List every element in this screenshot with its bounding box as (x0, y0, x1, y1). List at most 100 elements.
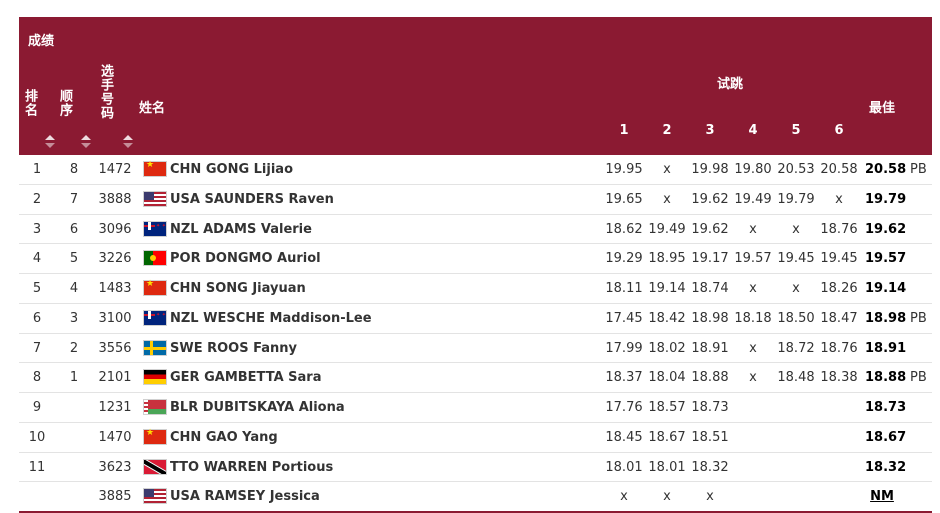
trial-5-cell: 18.50 (777, 310, 815, 326)
bib-column-header[interactable]: 选手号码 (98, 64, 113, 120)
trial-3-cell: 18.74 (691, 281, 729, 296)
pb-badge: PB (910, 310, 927, 326)
trial-6-cell: 18.76 (820, 340, 858, 356)
country-code: GER (170, 370, 200, 386)
table-row: 9 1231 BLR DUBITSKAYA Aliona 17.76 18.57 18.7… (19, 393, 932, 423)
athlete-cell[interactable]: NZL ADAMS Valerie (170, 222, 312, 237)
trial-2-cell: 18.57 (648, 400, 686, 415)
pb-badge: PB (910, 370, 927, 386)
athlete-cell[interactable]: CHN GAO Yang (170, 430, 278, 445)
results-panel: 成绩 排名 顺序 选手号码 姓名 试跳 1 2 3 4 5 6 最佳 1 8 147… (19, 17, 932, 513)
trial-4-header: 4 (748, 123, 758, 138)
order-cell: 8 (69, 162, 79, 177)
trial-1-cell: 19.65 (605, 191, 643, 207)
trial-3-cell: 18.32 (691, 459, 729, 475)
trial-2-cell: x (663, 162, 671, 177)
country-code: POR (170, 251, 201, 267)
china-flag-icon (143, 428, 167, 445)
best-cell: 18.73 (865, 400, 907, 415)
athlete-name: ROOS Fanny (207, 340, 298, 356)
bib-cell: 3096 (98, 221, 132, 237)
athlete-name: GONG Lijiao (205, 162, 293, 177)
country-code: SWE (170, 340, 203, 356)
bib-cell: 3226 (98, 251, 132, 267)
bib-sort-icon[interactable] (123, 135, 133, 149)
country-code: BLR (170, 400, 199, 415)
trial-4-cell: x (749, 370, 757, 386)
athlete-cell[interactable]: USA SAUNDERS Raven (170, 192, 334, 207)
trial-6-cell: 20.58 (820, 162, 858, 177)
athlete-cell[interactable]: BLR DUBITSKAYA Aliona (170, 400, 345, 415)
table-row: 8 1 2101 GER GAMBETTA Sara 18.37 18.04 18.88 x 1… (19, 363, 932, 393)
trials-column-header: 试跳 (717, 77, 744, 92)
bib-cell: 3888 (98, 191, 132, 207)
trial-1-cell: 18.62 (605, 221, 643, 237)
rank-cell: 7 (32, 340, 42, 356)
results-table-body: 181472CHN GONG Lijiao19.95x19.9819.8020.… (19, 155, 932, 513)
athlete-name: DUBITSKAYA Aliona (202, 400, 345, 415)
athlete-cell[interactable]: POR DONGMO Auriol (170, 251, 321, 266)
belarus-flag-icon (143, 399, 167, 415)
trial-2-cell: 18.67 (648, 429, 686, 445)
athlete-cell[interactable]: GER GAMBETTA Sara (170, 370, 321, 385)
athlete-cell[interactable]: TTO WARREN Portious (170, 460, 333, 475)
trial-5-cell: 18.72 (777, 340, 815, 356)
trial-4-cell: 19.80 (734, 162, 772, 177)
order-column-header[interactable]: 顺序 (57, 89, 72, 117)
trial-3-header: 3 (705, 123, 715, 138)
table-row: 11 3623 TTO WARREN Portious 18.01 18.01 18.32… (19, 453, 932, 483)
athlete-name: RAMSEY Jessica (204, 489, 320, 505)
order-cell: 6 (69, 221, 79, 237)
country-code: CHN (170, 429, 202, 445)
athlete-name: WARREN Portious (203, 459, 334, 475)
best-cell: 18.67 (865, 429, 907, 445)
order-sort-icon[interactable] (81, 135, 91, 149)
country-code: TTO (170, 459, 200, 475)
trial-1-cell: x (620, 489, 628, 505)
athlete-cell[interactable]: USA RAMSEY Jessica (170, 489, 320, 504)
table-row: 2 7 3888 USA SAUNDERS Raven 19.65 x 19.62 19.49… (19, 185, 932, 215)
bib-cell: 3885 (98, 489, 132, 505)
trial-5-cell: 19.45 (777, 251, 815, 267)
trial-4-cell: x (749, 281, 757, 296)
bib-cell: 1231 (98, 400, 132, 415)
trial-4-cell: x (749, 221, 757, 237)
athlete-cell[interactable]: NZL WESCHE Maddison-Lee (170, 311, 372, 326)
best-cell: 19.57 (865, 251, 907, 267)
trial-3-cell: 19.62 (691, 221, 729, 237)
order-cell: 4 (69, 281, 79, 296)
trial-4-cell: 19.49 (734, 191, 772, 207)
bib-cell: 1483 (98, 281, 132, 296)
rank-cell: 9 (32, 400, 42, 415)
trial-2-header: 2 (662, 123, 672, 138)
bib-cell: 3623 (98, 459, 132, 475)
table-row: 3885 USA RAMSEY Jessica x x x NM (19, 482, 932, 513)
nzl-flag-icon (143, 309, 167, 326)
trial-1-cell: 17.45 (605, 310, 643, 326)
trial-4-cell: 19.57 (734, 251, 772, 267)
athlete-cell[interactable]: SWE ROOS Fanny (170, 341, 297, 356)
rank-sort-icon[interactable] (45, 135, 55, 149)
trial-6-cell: 18.38 (820, 370, 858, 386)
trial-3-cell: 19.62 (691, 191, 729, 207)
athlete-cell[interactable]: CHN SONG Jiayuan (170, 281, 306, 296)
rank-column-header[interactable]: 排名 (22, 89, 37, 117)
trial-2-cell: 18.42 (648, 310, 686, 326)
trial-5-cell: 18.48 (777, 370, 815, 386)
athlete-name: SONG Jiayuan (205, 281, 306, 296)
athlete-cell[interactable]: CHN GONG Lijiao (170, 162, 293, 177)
athlete-name: SAUNDERS Raven (204, 191, 334, 207)
table-row: 7 2 3556 SWE ROOS Fanny 17.99 18.02 18.91 x 18.7… (19, 334, 932, 364)
bib-cell: 3100 (98, 310, 132, 326)
order-cell: 2 (69, 340, 79, 356)
trial-5-cell: x (792, 281, 800, 296)
germany-flag-icon (143, 369, 167, 386)
rank-cell: 2 (32, 191, 42, 207)
country-code: CHN (170, 162, 202, 177)
best-cell: 19.14 (865, 281, 907, 296)
rank-cell: 3 (32, 221, 42, 237)
trial-4-cell: 18.18 (734, 310, 772, 326)
athlete-name: GAMBETTA Sara (204, 370, 322, 386)
bib-cell: 3556 (98, 340, 132, 356)
trial-2-cell: x (663, 489, 671, 505)
